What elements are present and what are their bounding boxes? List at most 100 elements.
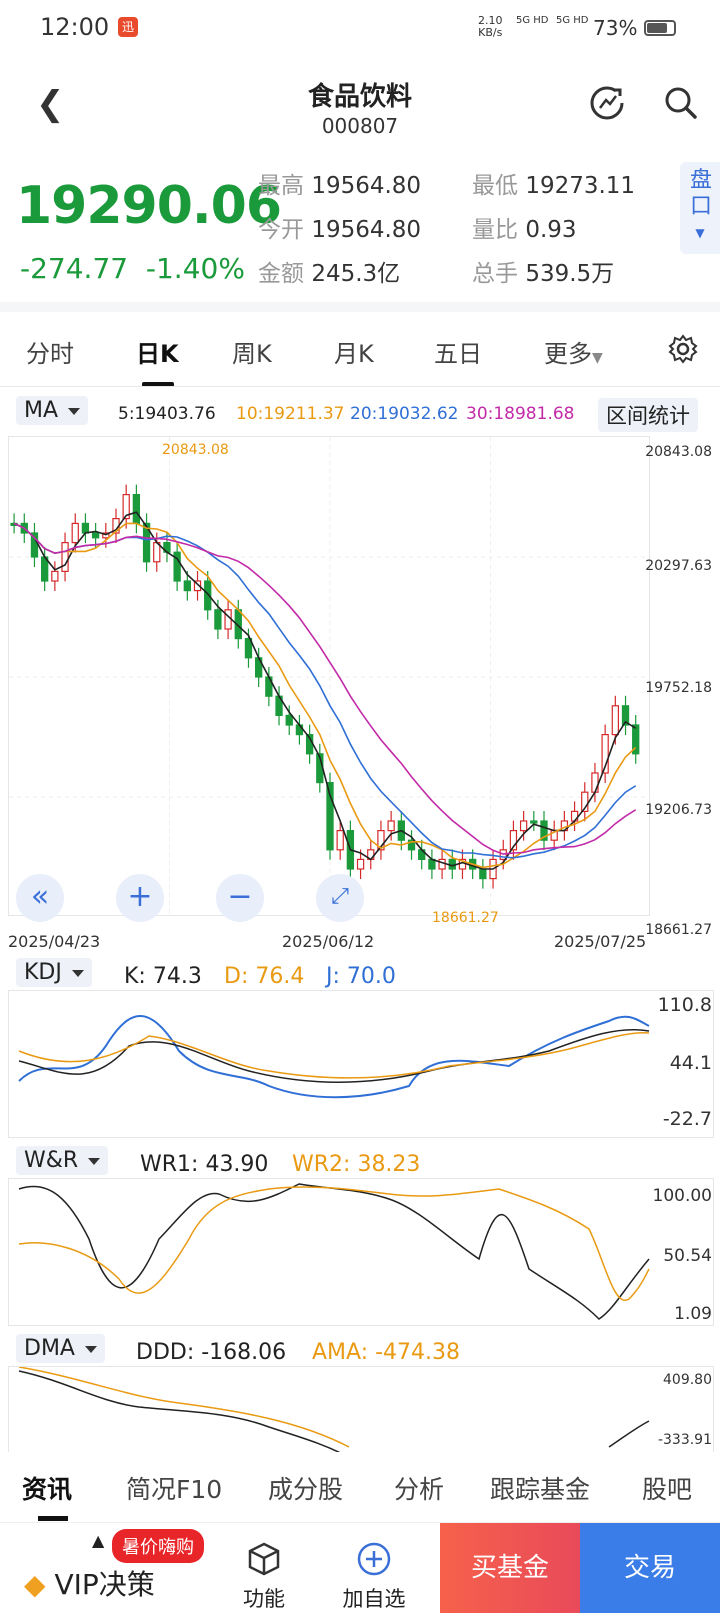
add-icon: [357, 1542, 391, 1576]
tab-five-day[interactable]: 五日: [434, 340, 482, 368]
clock: 12:00: [40, 13, 110, 41]
wr-chart: [8, 1178, 714, 1326]
candle: [632, 724, 640, 755]
ma-selector[interactable]: MA: [16, 396, 89, 425]
active-tab-indicator: [38, 1516, 68, 1521]
candle: [509, 830, 518, 851]
battery-percent: 73%: [593, 16, 638, 40]
price-change: -274.77 -1.40%: [20, 252, 245, 285]
candle: [448, 858, 456, 870]
candle: [183, 580, 191, 592]
tab-week-k[interactable]: 周K: [232, 340, 272, 368]
candle: [173, 551, 181, 582]
tab-analysis[interactable]: 分析: [394, 1475, 445, 1504]
signal-2: 5G HD: [556, 15, 589, 26]
scroll-left-button[interactable]: «: [16, 874, 64, 922]
candle: [204, 580, 212, 611]
candle: [132, 493, 141, 524]
kdj-d: D: 76.4: [224, 964, 305, 989]
dma-selector[interactable]: DMA: [16, 1334, 105, 1363]
dma-tick: -333.91: [657, 1432, 712, 1448]
dma-ama: AMA: -474.38: [312, 1340, 461, 1365]
x-tick: 2025/06/12: [282, 932, 375, 951]
last-price: 19290.06: [16, 176, 282, 236]
pankou-button[interactable]: 盘口 ▼: [680, 162, 720, 254]
kdj-tick: 110.8: [657, 994, 712, 1016]
max-label: 20843.08: [162, 442, 229, 458]
x-tick: 2025/07/25: [554, 932, 647, 951]
zoom-in-button[interactable]: +: [116, 874, 164, 922]
candle: [193, 580, 202, 592]
header: ❮ 食品饮料 000807: [0, 60, 720, 150]
search-icon[interactable]: [662, 84, 700, 122]
k-chart-svg: [9, 437, 651, 917]
y-tick: 19206.73: [645, 802, 712, 818]
candle: [81, 522, 90, 534]
tab-f10[interactable]: 简况F10: [126, 1475, 223, 1504]
tab-fenshi[interactable]: 分时: [26, 340, 74, 368]
candle: [479, 868, 487, 880]
ma30-line: [13, 522, 637, 855]
candle: [326, 782, 334, 851]
ma10-line: [13, 522, 637, 869]
candle: [61, 541, 69, 572]
app-notification-icon: 迅: [118, 17, 138, 37]
fullscreen-icon[interactable]: ⤢: [316, 874, 364, 922]
y-tick: 18661.27: [645, 922, 712, 938]
tab-day-k[interactable]: 日K: [136, 340, 179, 368]
ma30-value: 30:18981.68: [466, 404, 575, 424]
candle: [621, 705, 630, 726]
trade-button[interactable]: 交易: [580, 1523, 720, 1613]
stat-high: 最高 19564.80: [258, 173, 422, 199]
range-stats-button[interactable]: 区间统计: [598, 398, 698, 432]
expand-icon[interactable]: ▲: [92, 1531, 105, 1550]
candle: [122, 493, 130, 520]
candle: [244, 638, 253, 659]
kdj-j: J: 70.0: [326, 964, 396, 989]
kdj-chart: [8, 990, 714, 1138]
candle: [336, 830, 344, 851]
kdj-k: K: 74.3: [124, 964, 202, 989]
ma5-value: 5:19403.76: [118, 404, 216, 424]
tab-month-k[interactable]: 月K: [334, 340, 374, 368]
wr-2: WR2: 38.23: [292, 1152, 421, 1177]
tab-more[interactable]: 更多▼: [544, 340, 603, 368]
wr-tick: 100.00: [652, 1186, 712, 1206]
zoom-out-button[interactable]: −: [216, 874, 264, 922]
back-icon[interactable]: ❮: [36, 84, 65, 124]
tab-constituents[interactable]: 成分股: [268, 1475, 344, 1504]
k-chart[interactable]: [8, 436, 651, 917]
info-tabs: 资讯 简况F10 成分股 分析 跟踪基金 股吧: [0, 1452, 720, 1521]
quote-panel: 19290.06 -274.77 -1.40% 最高 19564.80 今开 1…: [0, 160, 720, 300]
kdj-selector[interactable]: KDJ: [16, 958, 92, 987]
ma5-line: [13, 511, 637, 870]
signal-1: 5G HD: [516, 15, 549, 26]
vip-button[interactable]: ◆ VIP决策: [24, 1568, 155, 1601]
gear-icon[interactable]: [668, 334, 698, 364]
tab-news[interactable]: 资讯: [22, 1475, 73, 1504]
candle: [356, 858, 365, 870]
add-watchlist-button[interactable]: 加自选: [342, 1587, 406, 1611]
y-tick: 20843.08: [645, 444, 712, 460]
ma10-value: 10:19211.37: [236, 404, 345, 424]
diamond-icon: ◆: [24, 1568, 46, 1601]
divider: [0, 386, 720, 387]
buy-fund-button[interactable]: 买基金: [440, 1523, 580, 1613]
tab-forum[interactable]: 股吧: [642, 1475, 693, 1504]
wr-tick: 1.09: [674, 1304, 712, 1324]
candle: [530, 820, 538, 824]
function-button[interactable]: 功能: [243, 1587, 285, 1611]
kdj-tick: 44.1: [669, 1052, 712, 1074]
network-speed: 2.10 KB/s: [478, 14, 503, 39]
refresh-icon[interactable]: [588, 84, 626, 122]
status-bar: 12:00 迅 2.10 KB/s 5G HD 5G HD 73%: [0, 0, 720, 56]
min-label: 18661.27: [432, 910, 499, 926]
ma-legend: MA 5:19403.76 10:19211.37 20:19032.62 30…: [0, 394, 720, 434]
wr-selector[interactable]: W&R: [16, 1146, 109, 1175]
wr-legend: W&R WR1: 43.90 WR2: 38.23: [0, 1144, 720, 1184]
promo-badge: 暑价嗨购: [112, 1529, 204, 1563]
candle: [285, 714, 293, 726]
stat-open: 今开 19564.80: [258, 217, 422, 243]
tab-tracking-fund[interactable]: 跟踪基金: [490, 1475, 591, 1504]
divider: [0, 302, 720, 312]
